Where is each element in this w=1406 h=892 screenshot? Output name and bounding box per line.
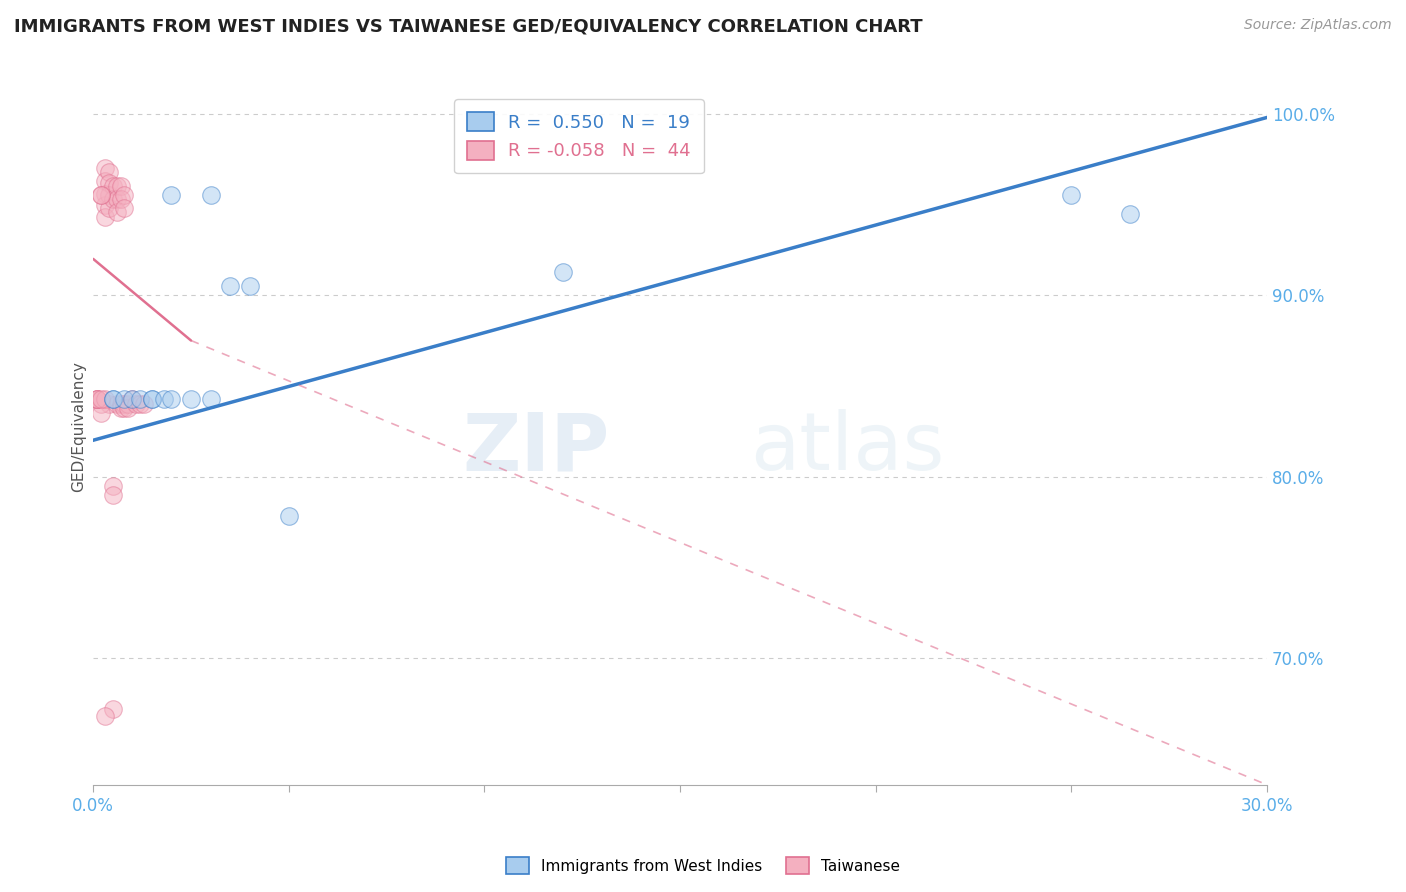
Point xyxy=(105,204,128,219)
Point xyxy=(97,176,120,190)
Point xyxy=(160,188,183,202)
Point xyxy=(86,392,108,406)
Point xyxy=(114,201,136,215)
Point xyxy=(86,392,108,406)
Point xyxy=(90,406,112,420)
Text: atlas: atlas xyxy=(751,409,945,487)
Point xyxy=(101,179,124,194)
Point xyxy=(200,188,222,202)
Point xyxy=(97,165,120,179)
Point xyxy=(105,179,128,194)
Point xyxy=(94,709,117,723)
Point xyxy=(180,392,202,406)
Text: ZIP: ZIP xyxy=(463,409,610,487)
Point xyxy=(110,192,132,206)
Point xyxy=(90,188,112,202)
Point xyxy=(152,392,174,406)
Point xyxy=(90,392,112,406)
Point xyxy=(90,397,112,411)
Point xyxy=(101,478,124,492)
Text: IMMIGRANTS FROM WEST INDIES VS TAIWANESE GED/EQUIVALENCY CORRELATION CHART: IMMIGRANTS FROM WEST INDIES VS TAIWANESE… xyxy=(14,18,922,36)
Point xyxy=(94,392,117,406)
Point xyxy=(129,397,152,411)
Point xyxy=(117,397,139,411)
Point xyxy=(239,279,262,293)
Point xyxy=(101,392,124,406)
Point xyxy=(114,188,136,202)
Point xyxy=(97,201,120,215)
Point xyxy=(86,392,108,406)
Point xyxy=(101,701,124,715)
Point xyxy=(97,397,120,411)
Point xyxy=(94,174,117,188)
Point xyxy=(121,392,143,406)
Point xyxy=(110,401,132,415)
Point xyxy=(1060,188,1083,202)
Point xyxy=(114,392,136,406)
Point xyxy=(141,392,163,406)
Point xyxy=(1119,206,1142,220)
Point xyxy=(200,392,222,406)
Point xyxy=(97,188,120,202)
Point xyxy=(94,197,117,211)
Point xyxy=(101,392,124,406)
Point xyxy=(101,192,124,206)
Point xyxy=(121,392,143,406)
Point xyxy=(277,509,299,524)
Point xyxy=(114,401,136,415)
Point xyxy=(117,401,139,415)
Text: Source: ZipAtlas.com: Source: ZipAtlas.com xyxy=(1244,18,1392,32)
Point xyxy=(219,279,242,293)
Legend: R =  0.550   N =  19, R = -0.058   N =  44: R = 0.550 N = 19, R = -0.058 N = 44 xyxy=(454,99,704,173)
Legend: Immigrants from West Indies, Taiwanese: Immigrants from West Indies, Taiwanese xyxy=(501,851,905,880)
Point xyxy=(110,397,132,411)
Point xyxy=(105,192,128,206)
Point xyxy=(110,179,132,194)
Point xyxy=(132,397,155,411)
Point xyxy=(551,264,574,278)
Y-axis label: GED/Equivalency: GED/Equivalency xyxy=(72,361,86,492)
Point xyxy=(125,397,148,411)
Point xyxy=(94,161,117,176)
Point xyxy=(105,397,128,411)
Point xyxy=(129,392,152,406)
Point xyxy=(94,186,117,201)
Point xyxy=(160,392,183,406)
Point xyxy=(90,188,112,202)
Point xyxy=(86,392,108,406)
Point xyxy=(114,397,136,411)
Point xyxy=(101,488,124,502)
Point xyxy=(141,392,163,406)
Point xyxy=(94,211,117,225)
